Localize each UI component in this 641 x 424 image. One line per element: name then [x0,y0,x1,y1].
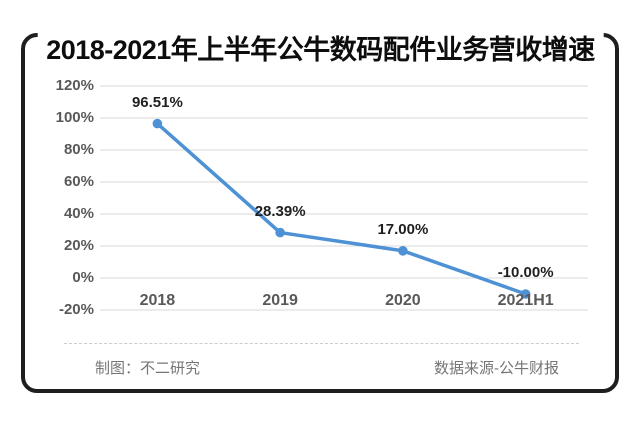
revenue-growth-line [156,122,527,296]
data-point-2018 [152,118,163,129]
data-point-2021H1 [520,289,531,299]
data-point-2020 [398,246,408,256]
y-axis-tick-label: 40% [63,205,94,222]
footer-credit: 制图：不二研究 [95,360,201,377]
y-axis-tick-label: 0% [72,269,94,286]
y-axis-tick-label: 100% [55,109,94,126]
data-value-label: 28.39% [254,202,306,220]
y-axis-tick-label: -20% [58,301,94,318]
footer-source: 数据来源-公牛财报 [434,360,559,377]
data-value-label: 17.00% [377,220,429,238]
data-point-2019 [275,227,285,238]
data-value-label: 96.51% [131,93,183,111]
data-value-label: -10.00% [497,264,554,281]
x-axis-category-label: 2021H1 [497,292,554,309]
y-axis-tick-label: 20% [63,237,94,254]
x-axis-category-label: 2018 [139,292,176,309]
y-axis-tick-label: 60% [63,173,94,190]
y-axis-tick-label: 80% [63,141,94,158]
chart-title: 2018-2021年上半年公牛数码配件业务营收增速 [37,31,604,70]
x-axis-category-label: 2019 [262,292,298,309]
footer: 制图：不二研究 数据来源-公牛财报 [64,343,579,378]
y-axis-tick-label: 120% [55,77,94,94]
x-axis-category-label: 2020 [385,292,421,309]
